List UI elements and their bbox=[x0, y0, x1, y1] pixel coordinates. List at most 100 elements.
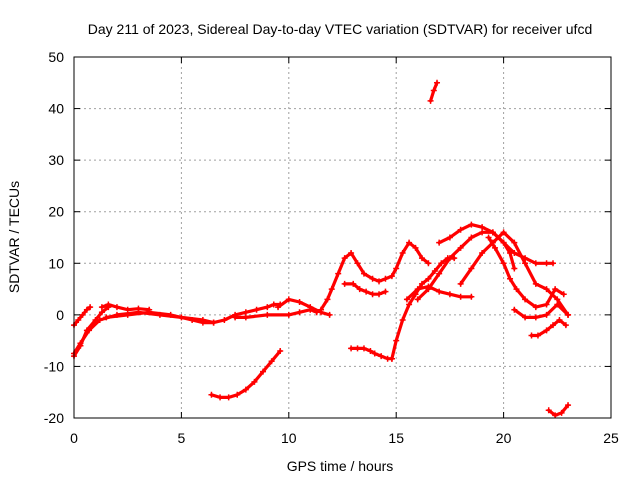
data-point bbox=[232, 314, 239, 321]
data-point bbox=[341, 280, 348, 287]
data-point bbox=[189, 317, 196, 324]
y-tick-label: 40 bbox=[48, 101, 64, 117]
data-point bbox=[376, 291, 383, 298]
data-point bbox=[79, 311, 86, 318]
data-point bbox=[234, 391, 241, 398]
data-point bbox=[479, 229, 486, 236]
data-point bbox=[543, 311, 550, 318]
data-point bbox=[430, 87, 437, 94]
data-point bbox=[468, 265, 475, 272]
data-point bbox=[522, 260, 529, 267]
data-point bbox=[562, 322, 569, 329]
data-point bbox=[406, 301, 413, 308]
series-arc-u bbox=[547, 403, 570, 417]
grid-lines bbox=[74, 57, 611, 418]
data-point bbox=[412, 244, 419, 251]
data-point bbox=[210, 319, 217, 326]
data-point bbox=[354, 260, 361, 267]
data-point bbox=[532, 304, 539, 311]
data-point bbox=[277, 347, 284, 354]
data-point bbox=[543, 260, 550, 267]
data-point bbox=[565, 311, 572, 318]
data-point bbox=[457, 244, 464, 251]
y-tick-label: 20 bbox=[48, 204, 64, 220]
data-point bbox=[446, 234, 453, 241]
data-point bbox=[418, 255, 425, 262]
data-point bbox=[382, 275, 389, 282]
data-point bbox=[369, 291, 376, 298]
data-point bbox=[388, 273, 395, 280]
data-point bbox=[543, 286, 550, 293]
data-point bbox=[532, 280, 539, 287]
data-point bbox=[393, 265, 400, 272]
data-point bbox=[500, 229, 507, 236]
series-arc-h bbox=[319, 241, 430, 312]
data-point bbox=[489, 229, 496, 236]
data-point bbox=[285, 296, 292, 303]
data-point bbox=[543, 327, 550, 334]
data-point bbox=[522, 314, 529, 321]
data-point bbox=[341, 255, 348, 262]
data-point bbox=[135, 305, 142, 312]
data-point bbox=[87, 304, 94, 311]
data-point bbox=[507, 275, 514, 282]
data-point bbox=[260, 368, 267, 375]
x-tick-label: 25 bbox=[603, 430, 619, 446]
data-point bbox=[534, 332, 541, 339]
data-point bbox=[77, 340, 84, 347]
y-tick-label: 0 bbox=[56, 307, 64, 323]
data-point bbox=[431, 268, 438, 275]
data-point bbox=[113, 304, 120, 311]
data-point bbox=[511, 249, 518, 256]
data-point bbox=[146, 309, 153, 316]
data-point bbox=[406, 239, 413, 246]
data-point bbox=[83, 306, 90, 313]
data-point bbox=[513, 286, 520, 293]
data-point bbox=[296, 298, 303, 305]
data-point bbox=[382, 288, 389, 295]
data-point bbox=[103, 314, 110, 321]
axis-ticks: 0 5 10 15 20 25 -20 -10 0 10 20 30 40 50 bbox=[44, 49, 619, 446]
x-axis-label: GPS time / hours bbox=[287, 458, 394, 474]
data-point bbox=[285, 311, 292, 318]
data-point bbox=[554, 301, 561, 308]
data-point bbox=[348, 249, 355, 256]
data-point bbox=[275, 304, 282, 311]
data-point bbox=[511, 265, 518, 272]
data-point bbox=[96, 317, 103, 324]
y-tick-label: 10 bbox=[48, 255, 64, 271]
data-point bbox=[528, 332, 535, 339]
data-point bbox=[434, 79, 441, 86]
data-point bbox=[167, 311, 174, 318]
data-point bbox=[363, 288, 370, 295]
data-point bbox=[550, 260, 557, 267]
data-point bbox=[479, 249, 486, 256]
data-point bbox=[425, 260, 432, 267]
y-tick-label: 50 bbox=[48, 49, 64, 65]
data-point bbox=[242, 314, 249, 321]
data-point bbox=[545, 407, 552, 414]
data-point bbox=[522, 296, 529, 303]
data-point bbox=[468, 293, 475, 300]
data-point bbox=[446, 291, 453, 298]
data-point bbox=[457, 226, 464, 233]
data-point bbox=[399, 317, 406, 324]
data-point bbox=[208, 391, 215, 398]
data-point bbox=[468, 234, 475, 241]
y-tick-label: -20 bbox=[44, 410, 64, 426]
data-point bbox=[457, 280, 464, 287]
data-point bbox=[500, 239, 507, 246]
data-point bbox=[98, 309, 105, 316]
data-point bbox=[217, 394, 224, 401]
y-tick-label: -10 bbox=[44, 358, 64, 374]
data-point bbox=[438, 260, 445, 267]
data-point bbox=[369, 275, 376, 282]
data-point bbox=[492, 244, 499, 251]
data-point bbox=[393, 337, 400, 344]
data-point bbox=[253, 306, 260, 313]
data-point bbox=[350, 280, 357, 287]
data-point bbox=[427, 97, 434, 104]
data-point bbox=[414, 296, 421, 303]
data-point bbox=[436, 270, 443, 277]
